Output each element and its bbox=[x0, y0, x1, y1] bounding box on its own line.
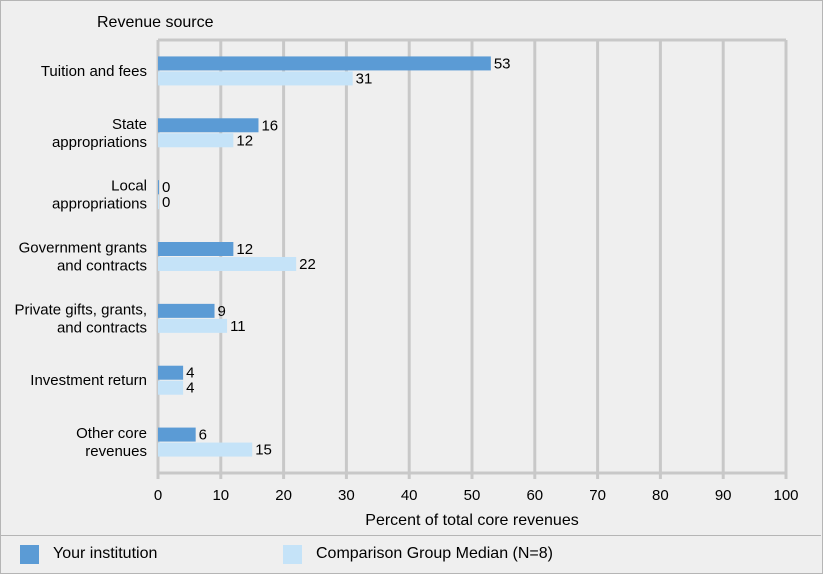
bar-your-institution bbox=[158, 242, 234, 256]
category-label: appropriations bbox=[52, 196, 147, 213]
bar-comparison-median bbox=[158, 318, 228, 333]
chart-title: Revenue source bbox=[97, 14, 214, 31]
category-label: appropriations bbox=[52, 134, 147, 151]
x-tick-label: 10 bbox=[212, 487, 229, 504]
value-label: 0 bbox=[162, 179, 170, 196]
bar-your-institution bbox=[158, 56, 491, 71]
category-label: State bbox=[112, 116, 147, 133]
category-label: Government grants bbox=[19, 240, 147, 257]
bar-your-institution bbox=[158, 180, 159, 195]
value-labels: 53 31 16 12 00 12 22 911 44 6 15 bbox=[162, 55, 511, 458]
legend-item-your-institution: Your institution bbox=[20, 542, 157, 566]
category-label: Private gifts, grants, bbox=[14, 301, 147, 318]
value-label: 6 bbox=[199, 427, 207, 444]
legend-swatch bbox=[283, 544, 302, 564]
value-label: 9 bbox=[218, 303, 226, 320]
value-label: 15 bbox=[255, 442, 272, 459]
x-tick-label: 90 bbox=[715, 487, 732, 504]
legend-label: Comparison Group Median (N=8) bbox=[316, 545, 553, 562]
category-label: Tuition and fees bbox=[41, 63, 147, 80]
bar-comparison-median bbox=[158, 442, 253, 457]
bar-your-institution bbox=[158, 303, 215, 318]
category-label: revenues bbox=[85, 443, 147, 460]
x-tick-label: 70 bbox=[589, 487, 606, 504]
bar-comparison-median bbox=[158, 71, 353, 86]
bar-comparison-median bbox=[158, 380, 184, 395]
value-label: 4 bbox=[186, 380, 194, 397]
x-axis-label: Percent of total core revenues bbox=[365, 512, 578, 529]
bar-comparison-median bbox=[158, 133, 234, 148]
bar-comparison-median bbox=[158, 195, 159, 210]
category-labels: Tuition and feesStateappropriationsLocal… bbox=[14, 63, 147, 460]
category-label: Other core bbox=[76, 425, 147, 442]
bar-your-institution bbox=[158, 365, 184, 380]
legend-item-comparison-group: Comparison Group Median (N=8) bbox=[283, 542, 553, 566]
gridlines bbox=[156, 38, 788, 479]
value-label: 4 bbox=[186, 365, 194, 382]
legend-swatch bbox=[20, 544, 39, 564]
bar-your-institution bbox=[158, 118, 259, 133]
value-label: 0 bbox=[162, 194, 170, 211]
x-tick-label: 80 bbox=[652, 487, 669, 504]
bar-comparison-median bbox=[158, 257, 297, 271]
tick-labels: 0 10 20 30 40 50 60 70 80 90 100 bbox=[154, 487, 799, 504]
category-label: and contracts bbox=[57, 319, 147, 336]
value-label: 12 bbox=[236, 132, 253, 149]
legend-divider bbox=[0, 535, 821, 536]
value-label: 22 bbox=[299, 256, 316, 273]
category-label: Investment return bbox=[30, 372, 147, 389]
x-tick-label: 50 bbox=[464, 487, 481, 504]
x-tick-label: 20 bbox=[275, 487, 292, 504]
x-tick-label: 60 bbox=[526, 487, 543, 504]
value-label: 53 bbox=[494, 55, 511, 72]
value-label: 16 bbox=[261, 117, 278, 134]
x-tick-label: 40 bbox=[401, 487, 418, 504]
bars bbox=[158, 56, 491, 457]
x-tick-label: 30 bbox=[338, 487, 355, 504]
value-label: 31 bbox=[356, 70, 373, 87]
value-label: 11 bbox=[230, 318, 246, 335]
category-label: and contracts bbox=[57, 258, 147, 275]
category-label: Local bbox=[111, 178, 147, 195]
legend-label: Your institution bbox=[53, 545, 158, 562]
x-tick-label: 100 bbox=[773, 487, 798, 504]
x-tick-label: 0 bbox=[154, 487, 162, 504]
bar-your-institution bbox=[158, 427, 196, 442]
value-label: 12 bbox=[236, 241, 253, 258]
